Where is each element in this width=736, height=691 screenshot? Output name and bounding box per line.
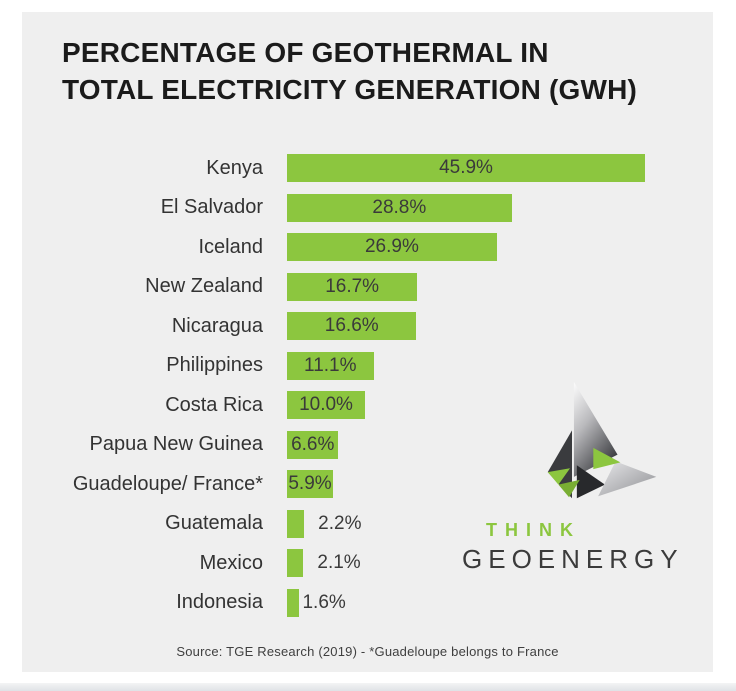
- chart-title: PERCENTAGE OF GEOTHERMAL IN TOTAL ELECTR…: [62, 34, 637, 108]
- value-label: 10.0%: [299, 394, 353, 415]
- thinkgeoenergy-logo: THINK GEOENERGY: [462, 380, 697, 575]
- bar-track: 5.9%: [287, 470, 713, 498]
- bar-chart: Kenya 45.9% El Salvador 28.8% Iceland 26.9% Ne…: [22, 154, 713, 628]
- chart-title-line-2: TOTAL ELECTRICITY GENERATION (GWH): [62, 74, 638, 105]
- category-label: Iceland: [198, 235, 264, 258]
- chart-row: Papua New Guinea 6.6%: [22, 430, 713, 459]
- value-label: 16.7%: [325, 275, 380, 297]
- bar: [287, 549, 304, 577]
- bar-track: 2.2%: [287, 509, 713, 538]
- chart-row: El Salvador 28.8%: [22, 193, 713, 222]
- bottom-shadow-strip: [0, 683, 736, 691]
- bar: 26.9%: [287, 233, 497, 261]
- category-label: Philippines: [166, 354, 263, 376]
- logo-geoenergy-text: GEOENERGY: [462, 544, 684, 574]
- chart-row: Kenya 45.9%: [22, 154, 713, 182]
- bar: 5.9%: [287, 470, 334, 498]
- chart-row: Nicaragua 16.6%: [22, 312, 713, 340]
- bar-track: 2.1%: [287, 549, 713, 577]
- chart-row: Costa Rica 10.0%: [22, 391, 713, 419]
- bar-track: 6.6%: [287, 430, 713, 459]
- category-label: Mexico: [199, 551, 263, 574]
- chart-row: New Zealand 16.7%: [22, 272, 713, 301]
- bar: [287, 588, 300, 617]
- origami-arrow-icon: [547, 381, 657, 499]
- bar-track: 11.1%: [287, 351, 713, 380]
- value-label: 1.6%: [302, 591, 346, 613]
- value-label: 11.1%: [304, 354, 357, 376]
- value-label: 2.1%: [317, 552, 361, 573]
- category-label: El Salvador: [160, 196, 263, 218]
- category-label: Kenya: [206, 156, 263, 179]
- logo-think-text: THINK: [486, 520, 581, 540]
- chart-row: Guadeloupe/ France* 5.9%: [22, 470, 713, 498]
- value-label: 28.8%: [372, 196, 427, 218]
- bar: 6.6%: [287, 430, 339, 459]
- bar: 28.8%: [287, 193, 512, 222]
- category-label: Indonesia: [176, 591, 263, 613]
- bar-track: 16.6%: [287, 312, 713, 340]
- bar: 16.7%: [287, 272, 418, 301]
- bar-track: 16.7%: [287, 272, 713, 301]
- value-label: 6.6%: [291, 433, 335, 455]
- category-label: New Zealand: [145, 275, 263, 297]
- category-label: Guadeloupe/ France*: [72, 472, 263, 495]
- chart-title-line-1: PERCENTAGE OF GEOTHERMAL IN: [62, 37, 549, 68]
- bar: 16.6%: [287, 312, 417, 340]
- value-label: 2.2%: [318, 512, 362, 534]
- category-label: Papua New Guinea: [89, 433, 263, 455]
- bar: 10.0%: [287, 391, 365, 419]
- bar-track: 45.9%: [287, 154, 713, 182]
- chart-row: Mexico 2.1%: [22, 549, 713, 577]
- chart-row: Guatemala 2.2%: [22, 509, 713, 538]
- bar-track: 28.8%: [287, 193, 713, 222]
- chart-row: Philippines 11.1%: [22, 351, 713, 380]
- category-label: Nicaragua: [171, 314, 263, 337]
- category-label: Costa Rica: [165, 393, 263, 416]
- value-label: 45.9%: [439, 157, 493, 178]
- infographic-card: PERCENTAGE OF GEOTHERMAL IN TOTAL ELECTR…: [22, 12, 713, 672]
- value-label: 16.6%: [324, 315, 379, 336]
- source-note: Source: TGE Research (2019) - *Guadeloup…: [176, 644, 559, 659]
- category-label: Guatemala: [165, 512, 263, 534]
- bar-track: 26.9%: [287, 233, 713, 261]
- bar-track: 1.6%: [287, 588, 713, 617]
- chart-row: Indonesia 1.6%: [22, 588, 713, 617]
- bar: [287, 509, 305, 538]
- bar-track: 10.0%: [287, 391, 713, 419]
- bar: 11.1%: [287, 351, 374, 380]
- bar: 45.9%: [287, 154, 646, 182]
- value-label: 26.9%: [364, 236, 419, 257]
- value-label: 5.9%: [288, 473, 332, 494]
- chart-row: Iceland 26.9%: [22, 233, 713, 261]
